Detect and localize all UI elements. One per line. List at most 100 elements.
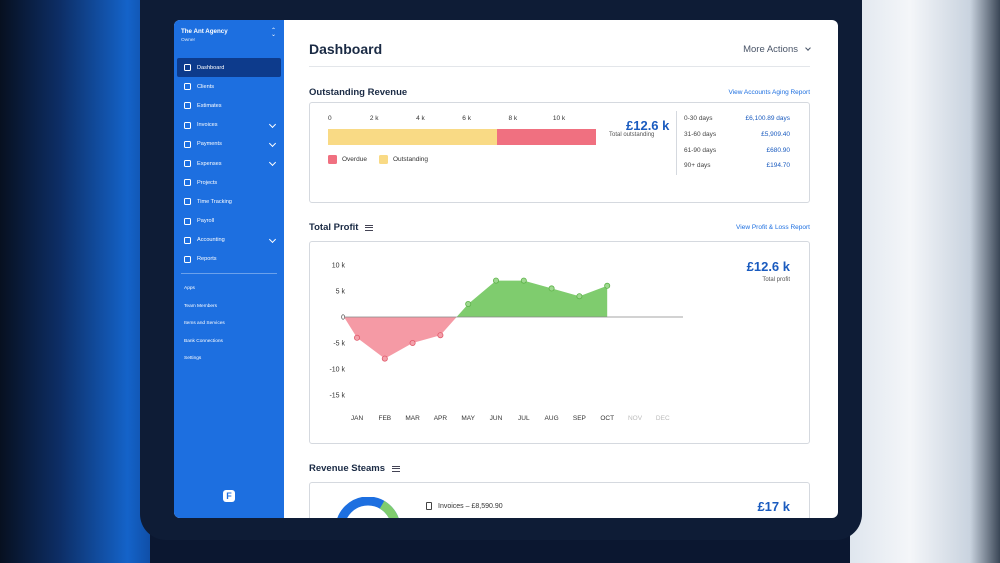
chevron-down-icon[interactable] <box>268 120 277 128</box>
sidebar-item-accounting[interactable]: Accounting <box>177 231 281 250</box>
legend-label-overdue: Overdue <box>342 156 367 163</box>
sidebar-link-apps[interactable]: Apps <box>184 286 195 292</box>
profit-area-positive <box>456 280 608 317</box>
outstanding-revenue-header: Outstanding Revenue View Accounts Aging … <box>309 87 810 98</box>
x-tick-label: DEC <box>656 415 670 422</box>
profit-point-may <box>465 301 472 308</box>
sidebar-divider <box>181 273 277 275</box>
chevron-down-icon[interactable] <box>268 235 277 243</box>
profit-chart: 10 k 5 k 0 -5 k -10 k -15 k JAN FEB MAR APR MAY JUN… <box>329 263 683 422</box>
sidebar-item-projects[interactable]: Projects <box>177 173 281 192</box>
aging-days: 31-60 days <box>684 131 717 138</box>
switcher-chevrons-icon: ⌃ ⌄ <box>270 28 276 38</box>
revenue-streams-card: Invoices – £8,590.90 £17 k <box>309 482 810 518</box>
sidebar-secondary-nav: Apps Team Members Items and Services Bank C… <box>174 280 284 368</box>
profit-point-sep <box>576 293 583 300</box>
bar-axis-ticks: 0 2 k 4 k 6 k 8 k 10 k <box>328 115 596 123</box>
sidebar-item-label: Dashboard <box>197 64 225 71</box>
x-tick-label: AUG <box>545 415 559 422</box>
sidebar-item-reports[interactable]: Reports <box>177 250 281 269</box>
bar-tick-label: 10 k <box>552 115 566 122</box>
app-screen: The Ant Agency Owner ⌃ ⌄ Dashboard Clients… <box>174 20 838 518</box>
y-tick-label: 10 k <box>332 263 346 270</box>
total-profit-amount: £12.6 k <box>746 259 790 274</box>
org-name: The Ant Agency <box>181 28 228 35</box>
aging-days: 61-90 days <box>684 147 717 154</box>
donut-segment-invoices[interactable] <box>337 497 399 518</box>
x-tick-label: OCT <box>600 415 614 422</box>
sidebar-item-label: Invoices <box>197 122 218 129</box>
sidebar-link-settings[interactable]: Settings <box>184 356 202 362</box>
sidebar-item-estimates[interactable]: Estimates <box>177 96 281 115</box>
document-icon <box>426 502 432 510</box>
projects-icon <box>184 179 191 187</box>
aging-days: 90+ days <box>684 162 711 169</box>
chevron-down-icon[interactable] <box>268 139 277 147</box>
sidebar: The Ant Agency Owner ⌃ ⌄ Dashboard Clients… <box>174 20 284 518</box>
filter-sliders-icon[interactable] <box>365 224 374 231</box>
profit-point-jun <box>492 277 499 284</box>
x-tick-label: NOV <box>628 415 643 422</box>
total-profit-title: Total Profit <box>309 222 359 233</box>
sidebar-item-label: Payments <box>197 141 222 148</box>
expenses-icon <box>184 160 191 168</box>
x-tick-label: MAR <box>405 415 420 422</box>
org-switcher[interactable]: The Ant Agency Owner ⌃ ⌄ <box>174 20 284 56</box>
y-tick-label: 5 k <box>336 289 346 296</box>
more-actions-label: More Actions <box>743 43 798 55</box>
sidebar-item-label: Accounting <box>197 237 225 244</box>
sidebar-link-bank-connections[interactable]: Bank Connections <box>184 338 223 344</box>
sidebar-item-label: Payroll <box>197 218 215 225</box>
total-profit-title-wrap: Total Profit <box>309 222 374 233</box>
profit-point-mar <box>409 340 416 347</box>
payroll-icon <box>184 217 191 225</box>
background-right <box>850 0 1000 563</box>
revenue-streams-total: £17 k <box>757 499 790 514</box>
aging-value: £194.70 <box>766 162 791 169</box>
aging-row: 90+ days £194.70 <box>684 162 790 169</box>
sidebar-item-clients[interactable]: Clients <box>177 77 281 96</box>
profit-point-oct <box>604 282 611 289</box>
sidebar-item-time-tracking[interactable]: Time Tracking <box>177 192 281 211</box>
bar-tick-label: 4 k <box>416 115 425 122</box>
sidebar-item-label: Projects <box>197 179 218 186</box>
filter-sliders-icon[interactable] <box>392 465 401 472</box>
sidebar-item-dashboard[interactable]: Dashboard <box>177 58 281 78</box>
sidebar-item-invoices[interactable]: Invoices <box>177 116 281 135</box>
main-content: Dashboard More Actions Outstanding Reven… <box>284 20 838 518</box>
background-left <box>0 0 150 563</box>
sidebar-item-payments[interactable]: Payments <box>177 135 281 154</box>
revenue-streams-title-wrap: Revenue Steams <box>309 463 401 474</box>
sidebar-item-payroll[interactable]: Payroll <box>177 212 281 231</box>
y-tick-label: -10 k <box>329 367 345 374</box>
legend-swatch-outstanding <box>378 155 388 164</box>
reports-icon <box>184 255 191 263</box>
chevron-down-icon[interactable] <box>268 158 277 166</box>
invoices-icon <box>184 121 191 129</box>
revenue-streams-title: Revenue Steams <box>309 463 386 474</box>
x-tick-label: SEP <box>573 415 586 422</box>
total-outstanding-amount: £12.6 k <box>626 118 670 133</box>
more-actions-button[interactable]: More Actions <box>743 43 811 55</box>
freshbooks-logo-icon: F <box>223 490 235 502</box>
sidebar-item-expenses[interactable]: Expenses <box>177 154 281 173</box>
aging-value: £680.90 <box>766 147 791 154</box>
accounts-aging-report-link[interactable]: View Accounts Aging Report <box>728 89 810 96</box>
y-tick-label: -15 k <box>329 393 345 400</box>
total-profit-label: Total profit <box>762 277 790 283</box>
profit-loss-report-link[interactable]: View Profit & Loss Report <box>736 224 810 231</box>
aging-row: 0-30 days £6,100.89 days <box>684 115 790 122</box>
bar-tick-label: 2 k <box>369 115 379 122</box>
outstanding-bar <box>328 129 596 145</box>
sidebar-item-label: Expenses <box>197 160 222 167</box>
sidebar-link-items-and-services[interactable]: Items and Services <box>184 321 225 327</box>
x-tick-label: JUL <box>518 415 530 422</box>
y-tick-label: 0 <box>341 315 345 322</box>
revenue-donut-chart <box>335 497 401 518</box>
time-tracking-icon <box>184 198 191 206</box>
bar-segment-overdue[interactable] <box>496 129 596 145</box>
sidebar-link-team-members[interactable]: Team Members <box>184 303 218 309</box>
legend-label-outstanding: Outstanding <box>392 156 428 163</box>
bar-segment-outstanding[interactable] <box>328 129 497 145</box>
org-role: Owner <box>181 38 196 43</box>
